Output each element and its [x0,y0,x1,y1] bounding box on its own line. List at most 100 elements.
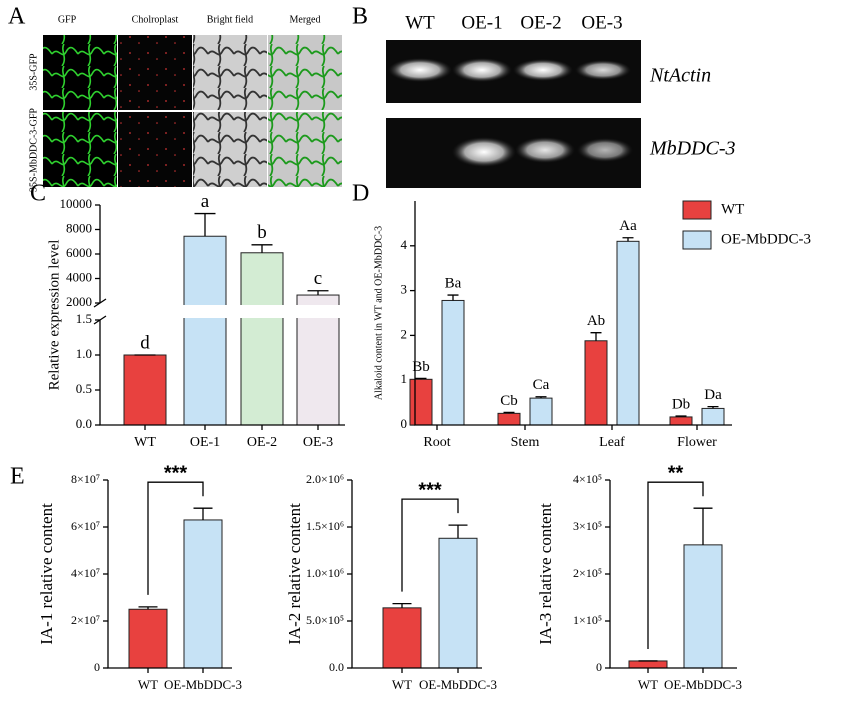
error-bar [535,396,547,399]
value-label: Ab [587,313,605,329]
y-axis-label: Relative expression level [46,240,62,391]
y-tick-label: 1×10⁵ [573,613,602,627]
lane-label: OE-1 [461,12,502,33]
value-label: c [314,268,322,289]
y-tick-label: 1 [401,371,408,386]
y-tick-label: 10000 [60,196,93,211]
y-tick-label: 1.5 [76,311,92,326]
panel-label: C [30,181,46,207]
x-tick-label: OE-MbDDC-3 [664,677,742,692]
y-tick-label: 2.0×10⁶ [306,472,344,486]
column-label: Cholroplast [132,14,179,25]
value-label: d [140,332,150,353]
image [118,35,192,110]
value-label: Ba [445,276,462,292]
y-tick-label: 0.0 [76,416,92,431]
error-bar [707,405,719,409]
error-bar [503,411,515,414]
y-tick-label: 8×10⁷ [71,472,100,486]
y-tick-label: 0.5 [76,381,92,396]
bar [183,519,223,669]
x-tick-label: OE-3 [303,435,333,450]
significance-label: ** [668,462,684,484]
image [268,35,342,110]
error-bar [194,212,216,237]
y-tick-label: 2 [401,326,408,341]
y-tick-label: 2×10⁷ [71,613,100,627]
y-tick-label: 4 [401,237,408,252]
image [43,35,117,110]
image [43,112,117,187]
y-tick-label: 6×10⁷ [71,519,100,533]
image [118,112,192,187]
error-bar [392,602,412,608]
y-tick-label: 4000 [66,269,92,284]
x-tick-label: WT [638,677,658,692]
bar [438,537,478,669]
error-bar [622,237,634,242]
y-tick-label: 2×10⁵ [573,566,602,580]
column-label: GFP [58,14,77,25]
row-label: 35S-GFP [28,53,39,91]
bar [409,378,433,426]
bar [240,252,284,426]
axis-break [101,305,346,318]
error-bar [138,606,158,610]
y-tick-label: 3 [401,282,408,297]
y-tick-label: 2000 [66,294,92,309]
y-tick-label: 1.5×10⁶ [306,519,344,533]
x-tick-label: Root [423,435,450,450]
gene-label: NtActin [649,65,711,87]
y-axis-label: IA-2 relative content [285,503,304,645]
band [452,58,512,82]
bar [128,608,168,669]
legend-swatch [682,230,712,250]
x-tick-label: Leaf [599,435,625,450]
error-bar [251,244,273,253]
band [515,137,575,163]
value-label: a [201,191,210,212]
image [193,35,267,110]
x-tick-label: Flower [677,435,717,450]
y-tick-label: 0 [94,660,100,674]
bar [497,412,521,426]
bar [382,607,422,669]
band [452,137,516,167]
x-tick-label: OE-2 [247,435,277,450]
band [577,138,633,162]
bar [669,416,693,426]
significance-label: *** [164,462,188,484]
axis [351,480,482,669]
error-bar [307,290,329,296]
significance-bracket [647,481,704,649]
image [193,112,267,187]
x-tick-label: WT [134,435,156,450]
gel [386,40,641,188]
gene-label: MbDDC-3 [649,138,736,160]
bar [529,397,553,426]
bar [584,340,608,426]
bar [441,299,465,426]
image [268,112,342,187]
band [388,58,452,82]
error-bar [675,415,687,417]
error-bar [193,507,213,520]
y-axis-label: Alkaloid content in WT and OE-MbDDC-3 [373,226,384,400]
lane-label: OE-2 [520,12,561,33]
value-label: Cb [500,393,518,409]
legend-swatch [682,200,712,220]
lane-label: WT [405,12,435,33]
x-tick-label: Stem [511,435,540,450]
y-tick-label: 1.0×10⁶ [306,566,344,580]
panel-label: D [352,181,369,207]
bar [616,240,640,426]
x-tick-label: WT [138,677,158,692]
band [513,59,573,81]
y-tick-label: 1.0 [76,346,92,361]
micrographs [43,35,342,187]
x-tick-label: OE-1 [190,435,220,450]
significance-bracket [401,498,459,592]
y-tick-label: 4×10⁵ [573,472,602,486]
y-axis-label: IA-1 relative content [37,503,56,645]
value-label: Aa [619,218,637,234]
